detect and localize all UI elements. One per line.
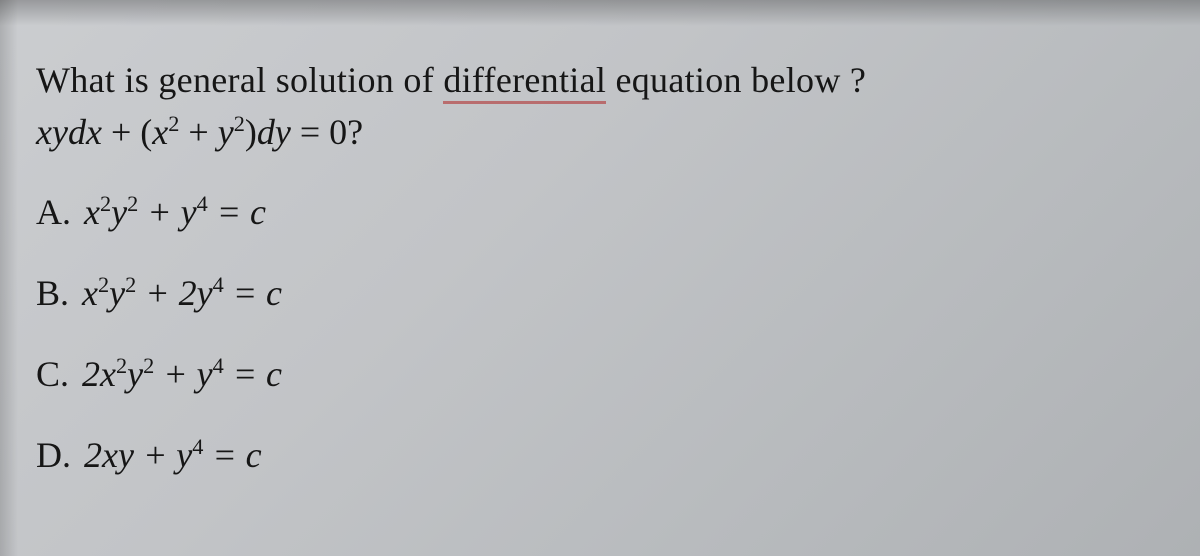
differential-equation: xydx + (x2 + y2)dy = 0?: [36, 109, 1176, 156]
question-text: What is general solution of differential…: [36, 58, 1176, 103]
question-page: What is general solution of differential…: [36, 58, 1176, 478]
option-letter: B.: [36, 273, 69, 313]
option-expression: 2xy + y4 = c: [84, 435, 262, 475]
option-d[interactable]: D. 2xy + y4 = c: [36, 433, 1176, 478]
option-expression: x2y2 + y4 = c: [84, 192, 266, 232]
option-letter: C.: [36, 354, 69, 394]
option-letter: D.: [36, 435, 71, 475]
question-underlined: differential: [443, 60, 606, 104]
option-expression: 2x2y2 + y4 = c: [82, 354, 282, 394]
option-letter: A.: [36, 192, 71, 232]
option-b[interactable]: B. x2y2 + 2y4 = c: [36, 271, 1176, 316]
question-pre: What is general solution of: [36, 60, 443, 100]
option-c[interactable]: C. 2x2y2 + y4 = c: [36, 352, 1176, 397]
option-expression: x2y2 + 2y4 = c: [82, 273, 282, 313]
question-post: equation below ?: [606, 60, 866, 100]
option-a[interactable]: A. x2y2 + y4 = c: [36, 190, 1176, 235]
